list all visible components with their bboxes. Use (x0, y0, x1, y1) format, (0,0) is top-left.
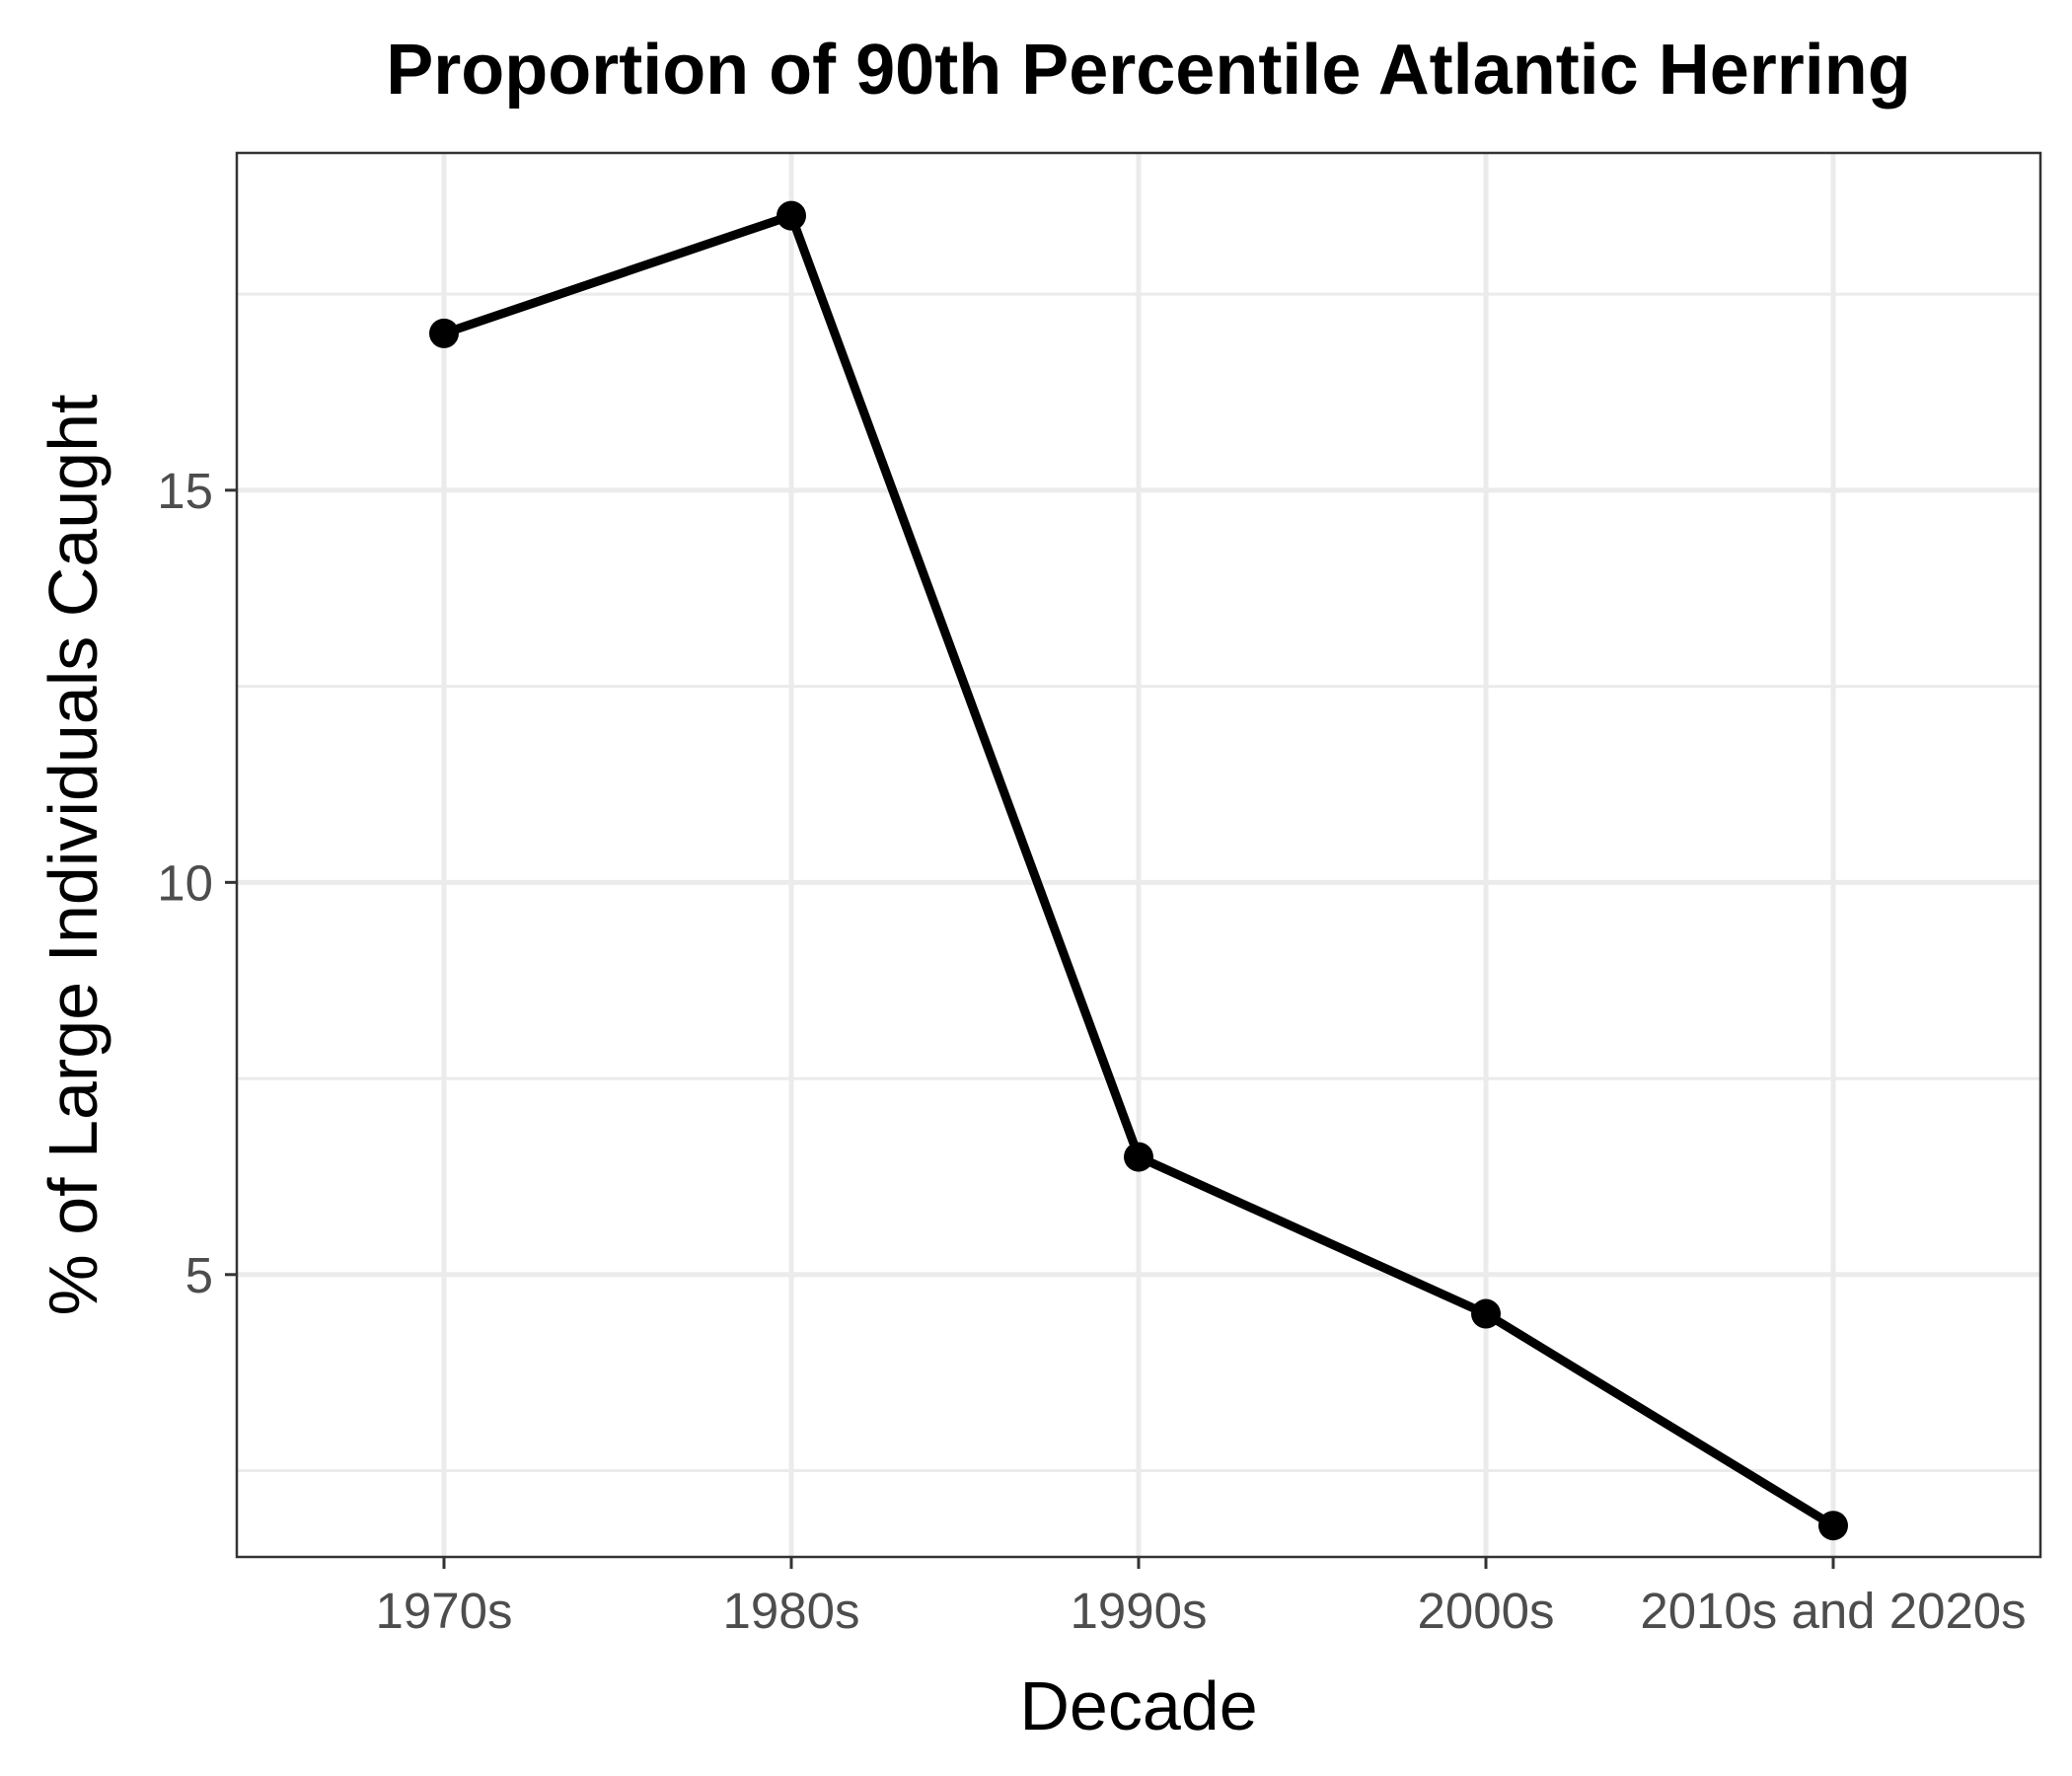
x-tick-label: 1990s (1071, 1583, 1208, 1639)
data-point (1124, 1142, 1153, 1172)
x-tick-label: 2010s and 2020s (1640, 1583, 2026, 1639)
data-point (429, 318, 459, 348)
data-point (1818, 1511, 1848, 1541)
y-axis-title: % of Large Individuals Caught (35, 395, 111, 1316)
series-layer (429, 200, 1848, 1541)
data-point (777, 200, 806, 231)
x-tick-label: 1970s (376, 1583, 513, 1639)
x-axis-title: Decade (1019, 1667, 1257, 1744)
y-tick-label: 10 (157, 854, 213, 911)
y-tick-label: 15 (157, 463, 213, 519)
grid (237, 153, 2040, 1557)
y-tick-label: 5 (185, 1247, 213, 1303)
x-tick-label: 2000s (1418, 1583, 1555, 1639)
data-point (1471, 1298, 1501, 1329)
axes: 5 10 15 1970s 1980s 1990s 2000s 2010s and 2020s (157, 463, 2026, 1639)
chart-title: Proportion of 90th Percentile Atlantic H… (386, 31, 1911, 110)
x-tick-label: 1980s (723, 1583, 860, 1639)
